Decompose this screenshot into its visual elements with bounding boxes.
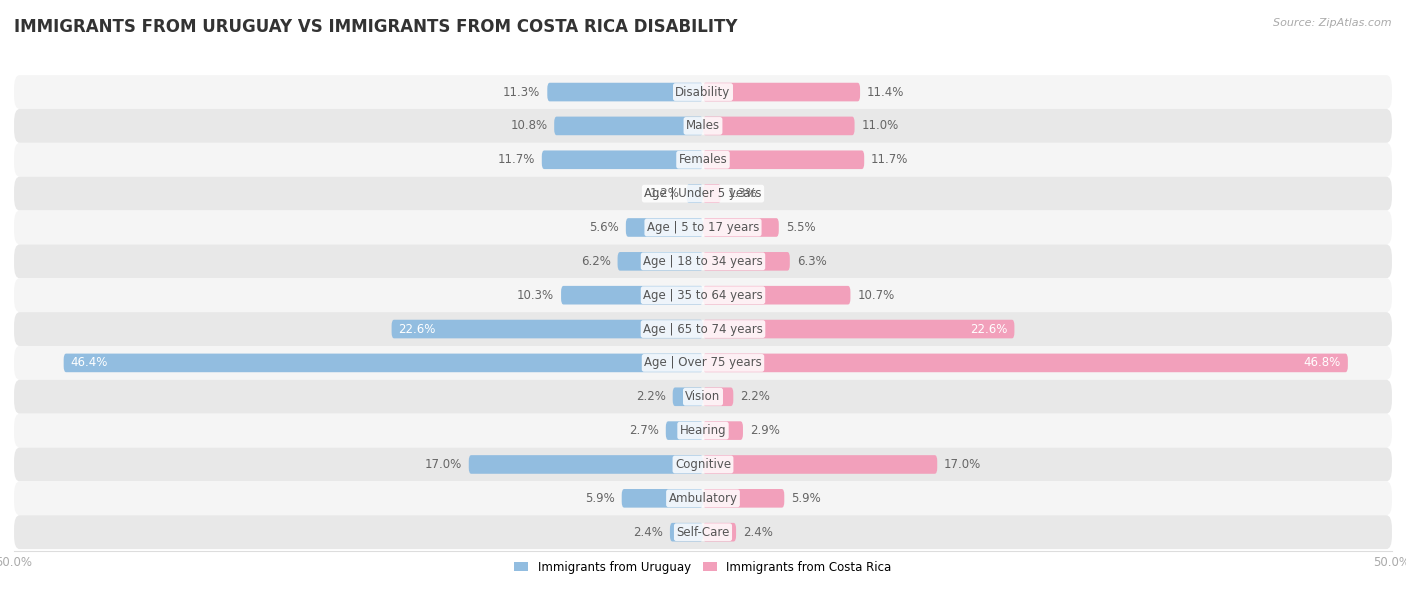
Text: 6.2%: 6.2% — [581, 255, 610, 268]
Text: 6.3%: 6.3% — [797, 255, 827, 268]
FancyBboxPatch shape — [63, 354, 703, 372]
Text: Cognitive: Cognitive — [675, 458, 731, 471]
Text: 1.3%: 1.3% — [728, 187, 758, 200]
Text: Hearing: Hearing — [679, 424, 727, 437]
FancyBboxPatch shape — [703, 83, 860, 102]
Text: 11.7%: 11.7% — [498, 153, 534, 166]
Text: Age | 65 to 74 years: Age | 65 to 74 years — [643, 323, 763, 335]
FancyBboxPatch shape — [703, 319, 1014, 338]
Text: Age | Over 75 years: Age | Over 75 years — [644, 356, 762, 370]
FancyBboxPatch shape — [703, 489, 785, 507]
FancyBboxPatch shape — [703, 151, 865, 169]
Text: 10.7%: 10.7% — [858, 289, 894, 302]
Text: 5.5%: 5.5% — [786, 221, 815, 234]
Text: Age | Under 5 years: Age | Under 5 years — [644, 187, 762, 200]
Text: 22.6%: 22.6% — [398, 323, 436, 335]
FancyBboxPatch shape — [626, 218, 703, 237]
Text: Source: ZipAtlas.com: Source: ZipAtlas.com — [1274, 18, 1392, 28]
FancyBboxPatch shape — [703, 218, 779, 237]
FancyBboxPatch shape — [14, 380, 1392, 414]
FancyBboxPatch shape — [703, 117, 855, 135]
Text: Disability: Disability — [675, 86, 731, 99]
Text: 46.4%: 46.4% — [70, 356, 108, 370]
FancyBboxPatch shape — [554, 117, 703, 135]
FancyBboxPatch shape — [617, 252, 703, 271]
FancyBboxPatch shape — [703, 354, 1348, 372]
FancyBboxPatch shape — [703, 286, 851, 305]
FancyBboxPatch shape — [14, 312, 1392, 346]
Text: 10.3%: 10.3% — [517, 289, 554, 302]
Text: 1.2%: 1.2% — [650, 187, 679, 200]
Text: Ambulatory: Ambulatory — [668, 492, 738, 505]
FancyBboxPatch shape — [672, 387, 703, 406]
FancyBboxPatch shape — [703, 184, 721, 203]
FancyBboxPatch shape — [14, 109, 1392, 143]
Text: Age | 18 to 34 years: Age | 18 to 34 years — [643, 255, 763, 268]
Text: 11.7%: 11.7% — [872, 153, 908, 166]
FancyBboxPatch shape — [561, 286, 703, 305]
Text: Age | 35 to 64 years: Age | 35 to 64 years — [643, 289, 763, 302]
FancyBboxPatch shape — [703, 252, 790, 271]
Text: 11.4%: 11.4% — [868, 86, 904, 99]
FancyBboxPatch shape — [14, 75, 1392, 109]
FancyBboxPatch shape — [14, 211, 1392, 244]
FancyBboxPatch shape — [14, 346, 1392, 380]
Text: Vision: Vision — [685, 390, 721, 403]
Text: 2.4%: 2.4% — [742, 526, 773, 539]
FancyBboxPatch shape — [14, 143, 1392, 177]
FancyBboxPatch shape — [669, 523, 703, 542]
Text: 11.3%: 11.3% — [503, 86, 540, 99]
Text: 2.7%: 2.7% — [628, 424, 659, 437]
Text: Age | 5 to 17 years: Age | 5 to 17 years — [647, 221, 759, 234]
Text: 5.9%: 5.9% — [792, 492, 821, 505]
FancyBboxPatch shape — [703, 523, 737, 542]
FancyBboxPatch shape — [547, 83, 703, 102]
FancyBboxPatch shape — [703, 455, 938, 474]
Text: 2.2%: 2.2% — [636, 390, 666, 403]
Text: 2.2%: 2.2% — [740, 390, 770, 403]
FancyBboxPatch shape — [392, 319, 703, 338]
Text: 2.4%: 2.4% — [633, 526, 664, 539]
Text: 17.0%: 17.0% — [425, 458, 463, 471]
Text: 5.6%: 5.6% — [589, 221, 619, 234]
FancyBboxPatch shape — [703, 387, 734, 406]
Text: 5.9%: 5.9% — [585, 492, 614, 505]
FancyBboxPatch shape — [621, 489, 703, 507]
Text: 22.6%: 22.6% — [970, 323, 1008, 335]
FancyBboxPatch shape — [14, 177, 1392, 211]
FancyBboxPatch shape — [541, 151, 703, 169]
Text: Self-Care: Self-Care — [676, 526, 730, 539]
Text: 17.0%: 17.0% — [945, 458, 981, 471]
FancyBboxPatch shape — [14, 244, 1392, 278]
FancyBboxPatch shape — [14, 447, 1392, 482]
Text: Females: Females — [679, 153, 727, 166]
FancyBboxPatch shape — [666, 421, 703, 440]
Text: 10.8%: 10.8% — [510, 119, 547, 132]
FancyBboxPatch shape — [703, 421, 742, 440]
FancyBboxPatch shape — [14, 482, 1392, 515]
Text: 46.8%: 46.8% — [1303, 356, 1341, 370]
Text: Males: Males — [686, 119, 720, 132]
Text: 2.9%: 2.9% — [749, 424, 780, 437]
Text: 11.0%: 11.0% — [862, 119, 898, 132]
FancyBboxPatch shape — [468, 455, 703, 474]
Legend: Immigrants from Uruguay, Immigrants from Costa Rica: Immigrants from Uruguay, Immigrants from… — [509, 556, 897, 578]
FancyBboxPatch shape — [14, 278, 1392, 312]
FancyBboxPatch shape — [14, 414, 1392, 447]
Text: IMMIGRANTS FROM URUGUAY VS IMMIGRANTS FROM COSTA RICA DISABILITY: IMMIGRANTS FROM URUGUAY VS IMMIGRANTS FR… — [14, 18, 738, 36]
FancyBboxPatch shape — [14, 515, 1392, 549]
FancyBboxPatch shape — [686, 184, 703, 203]
